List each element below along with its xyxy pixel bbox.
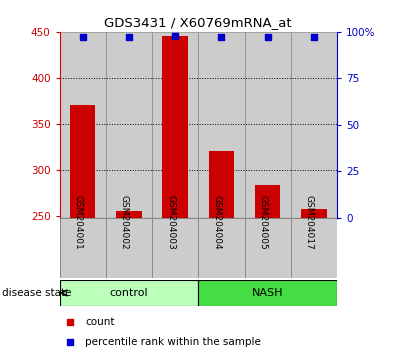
Bar xyxy=(198,218,245,278)
Point xyxy=(126,35,132,40)
Point xyxy=(172,33,178,39)
Bar xyxy=(70,105,95,218)
Bar xyxy=(106,218,152,278)
Bar xyxy=(152,32,198,218)
Text: GSM204001: GSM204001 xyxy=(74,195,83,250)
Bar xyxy=(245,32,291,218)
Text: control: control xyxy=(110,288,148,298)
Bar xyxy=(291,32,337,218)
Text: GSM204017: GSM204017 xyxy=(305,195,314,250)
Bar xyxy=(116,211,142,218)
Bar xyxy=(152,218,198,278)
Title: GDS3431 / X60769mRNA_at: GDS3431 / X60769mRNA_at xyxy=(104,16,292,29)
Bar xyxy=(291,218,337,278)
Text: percentile rank within the sample: percentile rank within the sample xyxy=(85,337,261,347)
Bar xyxy=(60,218,106,278)
Point xyxy=(323,250,330,256)
Point xyxy=(311,35,317,40)
Bar xyxy=(301,210,327,218)
Point xyxy=(323,73,330,79)
Text: GSM204005: GSM204005 xyxy=(259,195,268,250)
Bar xyxy=(106,32,152,218)
Point xyxy=(79,35,86,40)
Point xyxy=(264,35,271,40)
Text: GSM204003: GSM204003 xyxy=(166,195,175,250)
Point xyxy=(218,35,225,40)
Text: NASH: NASH xyxy=(252,288,284,298)
Bar xyxy=(209,152,234,218)
Bar xyxy=(245,218,291,278)
Bar xyxy=(162,36,188,218)
Text: GSM204004: GSM204004 xyxy=(212,195,222,250)
Bar xyxy=(198,32,245,218)
Text: count: count xyxy=(85,318,115,327)
Bar xyxy=(255,184,280,218)
Bar xyxy=(60,280,198,306)
Bar xyxy=(198,280,337,306)
Text: GSM204002: GSM204002 xyxy=(120,195,129,250)
Bar xyxy=(60,32,106,218)
Text: disease state: disease state xyxy=(2,288,72,298)
